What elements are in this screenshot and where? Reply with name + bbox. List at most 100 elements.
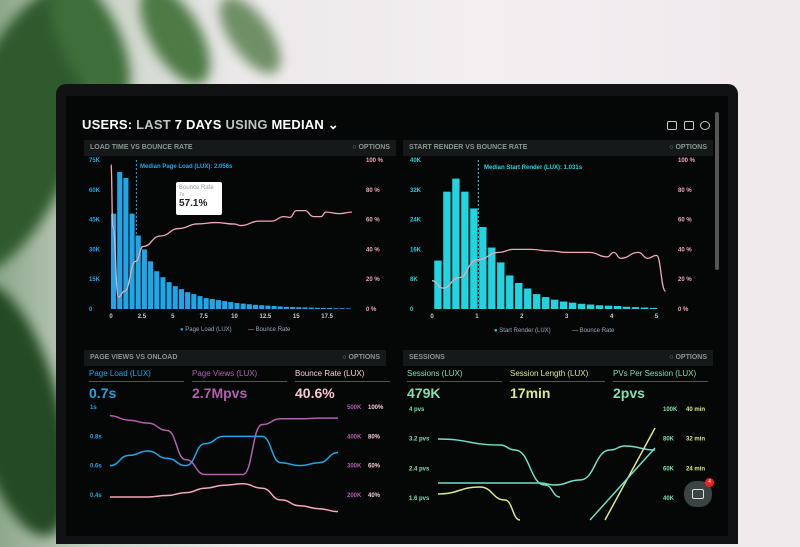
monitor-icon[interactable] <box>667 121 677 130</box>
y-tick-label: 0 <box>410 307 414 313</box>
panel-header-load-time: LOAD TIME VS BOUNCE RATE ○ OPTIONS <box>84 140 396 156</box>
x-tick-label: 5 <box>655 314 659 320</box>
bar <box>308 307 314 309</box>
bar <box>488 247 496 309</box>
share-icon[interactable] <box>684 121 694 130</box>
session-length-line <box>604 427 656 521</box>
y2-tick-label: 80K <box>663 437 675 443</box>
help-icon[interactable] <box>700 121 710 130</box>
kpi-label: Page Load (LUX) <box>89 369 184 382</box>
bar <box>160 277 166 309</box>
bar <box>228 302 234 309</box>
y2-tick-label: 40K <box>663 496 675 502</box>
bar <box>123 177 129 309</box>
y3-tick-label: 32 min <box>686 437 705 443</box>
page-title[interactable]: USERS: LAST 7 DAYS USING MEDIAN ⌄ <box>82 117 339 132</box>
kpi-label: Page Views (LUX) <box>192 369 287 382</box>
chat-icon <box>692 489 704 499</box>
bar <box>320 308 327 309</box>
legend-item[interactable]: ● Start Render (LUX) <box>494 328 551 334</box>
panel-header-start-render: START RENDER VS BOUNCE RATE ○ OPTIONS <box>403 140 713 156</box>
scrollbar[interactable] <box>715 112 719 270</box>
bar <box>209 299 215 309</box>
pvs-line <box>437 438 561 498</box>
bar <box>277 306 283 309</box>
bar <box>479 227 487 309</box>
x-tick-label: 12.5 <box>260 314 272 320</box>
y2-tick-label: 40 % <box>366 247 380 253</box>
y-tick-label: 32K <box>410 188 422 194</box>
options-button[interactable]: ○ OPTIONS <box>669 354 707 361</box>
kpi-label: Sessions (LUX) <box>407 369 502 382</box>
bar <box>185 292 191 309</box>
kpi-value: 17min <box>510 385 551 401</box>
bar <box>533 294 541 309</box>
bar <box>443 191 451 309</box>
bar <box>559 301 568 309</box>
options-button[interactable]: ○ OPTIONS <box>352 144 390 151</box>
y2-tick-label: 300K <box>347 464 362 470</box>
page-load-line <box>109 435 339 467</box>
y2-tick-label: 60 % <box>678 218 692 224</box>
y-tick-label: 40K <box>410 158 422 164</box>
y-tick-label: 8K <box>410 277 418 283</box>
y3-tick-label: 80% <box>368 434 381 440</box>
page-views-line <box>109 415 338 476</box>
kpi-value: 2pvs <box>613 385 645 401</box>
y-tick-label: 4 pvs <box>409 407 425 413</box>
bar <box>595 305 604 309</box>
bar <box>135 235 141 309</box>
x-tick-label: 7.5 <box>199 314 208 320</box>
y2-tick-label: 100K <box>663 407 678 413</box>
bar <box>461 191 469 309</box>
y2-tick-label: 0 % <box>678 307 689 313</box>
y3-tick-label: 40% <box>368 493 381 499</box>
x-tick-label: 0 <box>109 314 113 320</box>
bar <box>333 308 339 309</box>
legend-item[interactable]: — Bounce Rate <box>248 327 291 333</box>
chat-button[interactable]: 4 <box>684 478 714 507</box>
y3-tick-label: 24 min <box>686 466 705 472</box>
bar <box>470 208 478 309</box>
bounce-rate-line <box>110 163 352 298</box>
y2-tick-label: 20 % <box>678 277 692 283</box>
y-tick-label: 3.2 pvs <box>409 437 430 443</box>
bar <box>327 308 333 309</box>
kpi-value: 2.7Mpvs <box>192 385 248 401</box>
y-tick-label: 24K <box>410 218 422 224</box>
y3-tick-label: 40 min <box>686 407 705 413</box>
y2-tick-label: 200K <box>347 493 362 499</box>
y-tick-label: 1s <box>90 405 97 411</box>
bar <box>551 299 559 309</box>
bar <box>240 303 246 309</box>
bar <box>631 307 640 309</box>
bar <box>613 306 622 309</box>
y2-tick-label: 40 % <box>678 247 692 253</box>
y-tick-label: 0 <box>89 307 93 313</box>
y-tick-label: 0.6s <box>90 464 102 470</box>
y2-tick-label: 20 % <box>366 277 380 283</box>
y2-tick-label: 0 % <box>366 307 377 313</box>
options-button[interactable]: ○ OPTIONS <box>342 354 380 361</box>
bar <box>234 303 240 309</box>
bar <box>622 306 631 309</box>
bar <box>154 271 160 309</box>
x-tick-label: 10 <box>231 314 238 320</box>
bar <box>497 262 505 309</box>
y-tick-label: 30K <box>89 247 101 253</box>
bar <box>129 213 135 309</box>
session-length-line <box>437 486 521 521</box>
legend-item[interactable]: ● Page Load (LUX) <box>180 327 232 333</box>
y-tick-label: 0.8s <box>90 434 102 440</box>
bar <box>141 249 147 309</box>
bar <box>283 306 289 309</box>
bar <box>577 303 586 309</box>
y2-tick-label: 500K <box>347 405 362 411</box>
legend-item[interactable]: — Bounce Rate <box>572 328 615 334</box>
bar <box>314 307 320 309</box>
chevron-down-icon[interactable]: ⌄ <box>327 117 339 132</box>
kpi-value: 479K <box>407 385 441 401</box>
kpi-label: Bounce Rate (LUX) <box>295 369 390 382</box>
options-button[interactable]: ○ OPTIONS <box>669 144 707 151</box>
